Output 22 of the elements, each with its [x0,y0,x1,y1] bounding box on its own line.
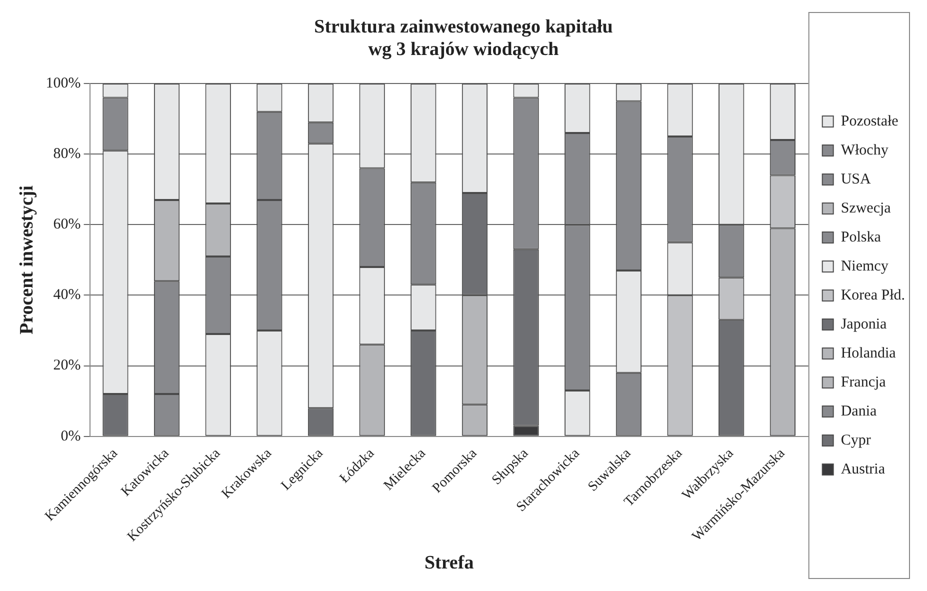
legend-label: Polska [840,229,882,246]
legend-label: Korea Płd. [840,287,906,304]
y-tick-label: 40% [53,287,81,304]
chart-title: Struktura zainwestowanego kapitału wg 3 krajów wiodących [314,16,614,60]
legend-label: Austria [840,461,886,478]
legend-label: Cypr [840,432,871,448]
legend-label: Niemcy [840,258,889,274]
x-axis-title: Strefa [424,552,474,574]
y-axis-title: Procent inwestycji [16,185,38,334]
legend-label: Holandia [840,345,896,362]
legend-label: Szwecja [840,200,892,216]
y-tick-label: 80% [53,146,81,162]
legend-label: USA [840,171,872,188]
legend-label: Włochy [840,142,889,158]
y-tick-label: 100% [46,76,81,92]
legend-label: Pozostałe [840,113,899,130]
legend-label: Francja [840,374,886,390]
y-tick-label: 0% [60,428,81,444]
y-tick-label: 60% [53,216,81,233]
legend-label: Dania [840,403,878,420]
legend-label: Japonia [840,316,888,332]
y-tick-label: 20% [53,358,81,374]
